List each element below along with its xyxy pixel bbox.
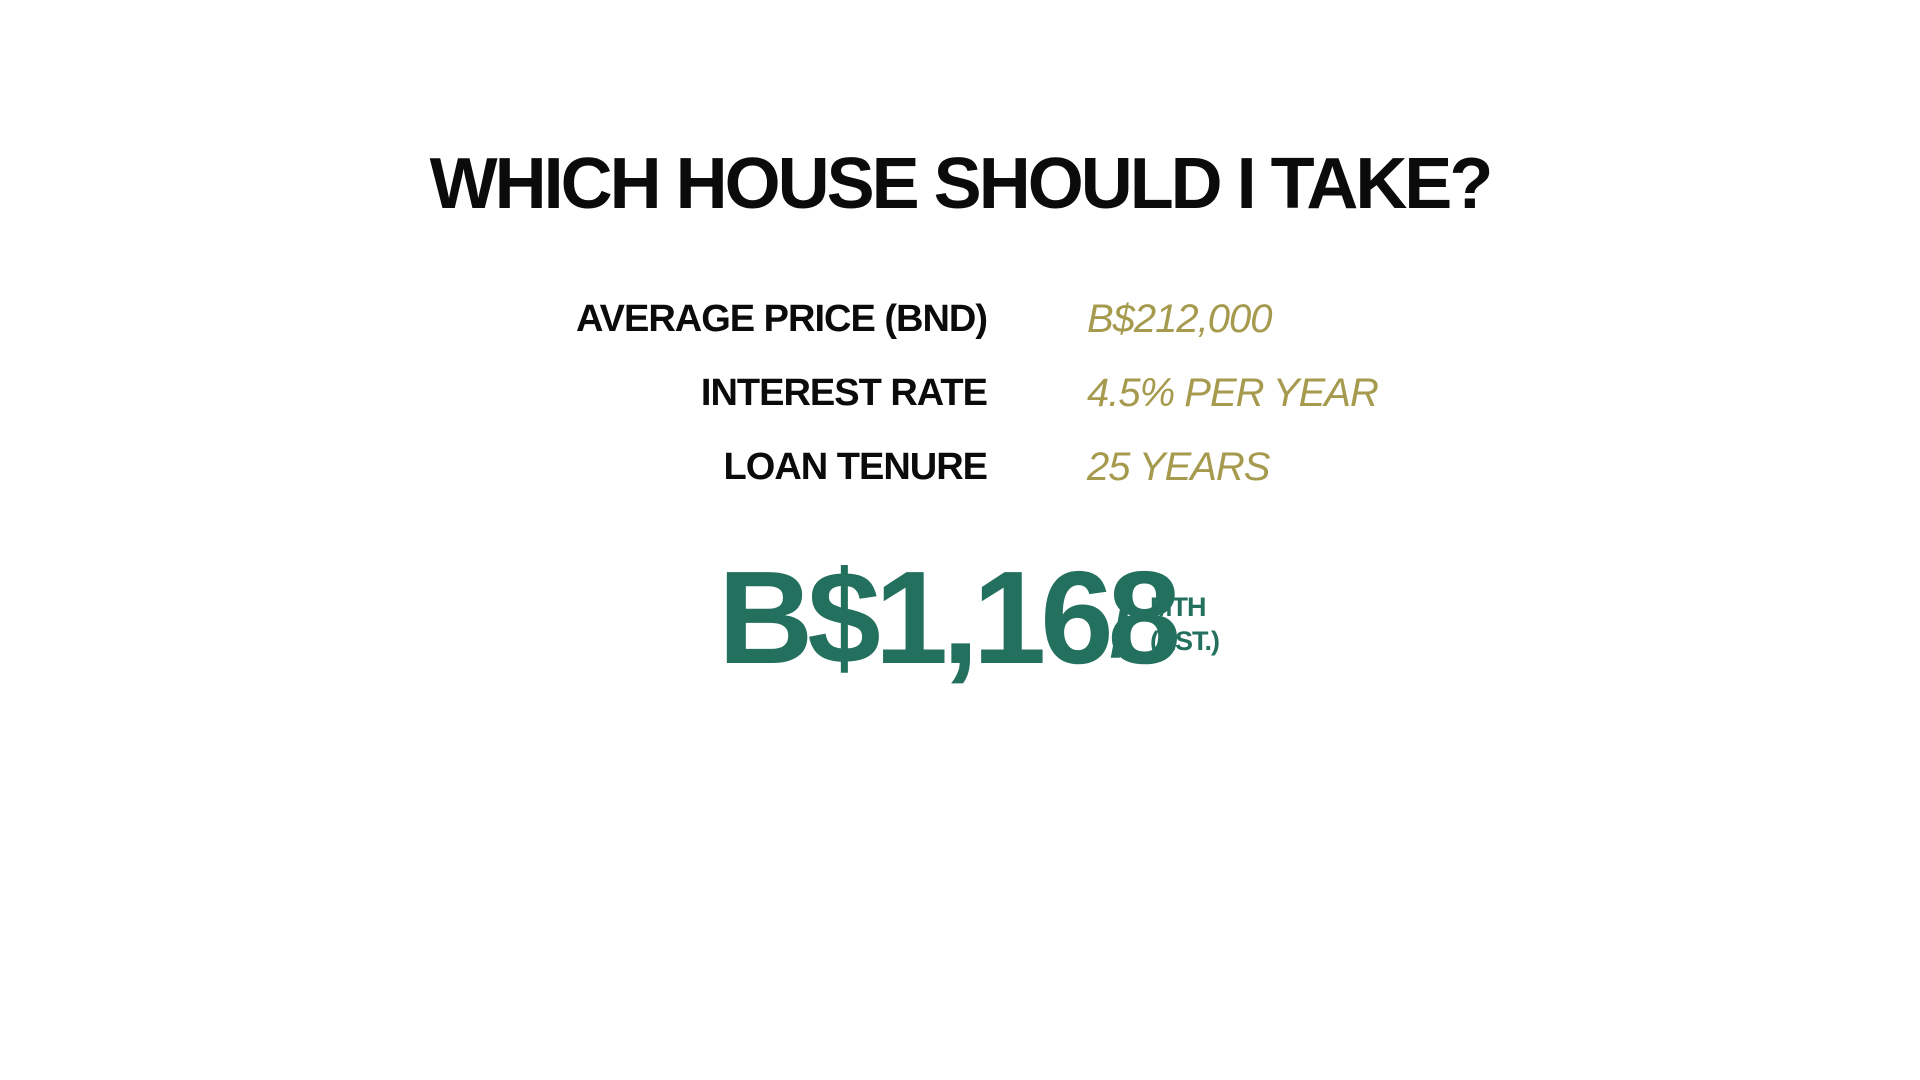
loan-tenure-value: 25 YEARS — [1087, 445, 1270, 489]
interest-rate-label: INTEREST RATE — [700, 372, 988, 414]
loan-tenure-label: LOAN TENURE — [723, 446, 988, 488]
per-slash: / — [1110, 588, 1132, 673]
loan-details: AVERAGE PRICE (BND) B$212,000 INTEREST R… — [0, 296, 1920, 518]
monthly-payment-amount: B$1,168 — [718, 544, 1181, 691]
loan-tenure-row: LOAN TENURE 25 YEARS — [0, 444, 1920, 518]
page-title: WHICH HOUSE SHOULD I TAKE? — [429, 144, 1494, 224]
unit-est: (EST.) — [1150, 626, 1220, 656]
average-price-value: B$212,000 — [1087, 297, 1273, 341]
per-month-unit: MTH (EST.) — [1150, 590, 1220, 658]
average-price-row: AVERAGE PRICE (BND) B$212,000 — [0, 296, 1920, 370]
interest-rate-row: INTEREST RATE 4.5% PER YEAR — [0, 370, 1920, 444]
interest-rate-value: 4.5% PER YEAR — [1087, 371, 1379, 415]
unit-mth: MTH — [1150, 592, 1206, 622]
average-price-label: AVERAGE PRICE (BND) — [576, 298, 988, 340]
